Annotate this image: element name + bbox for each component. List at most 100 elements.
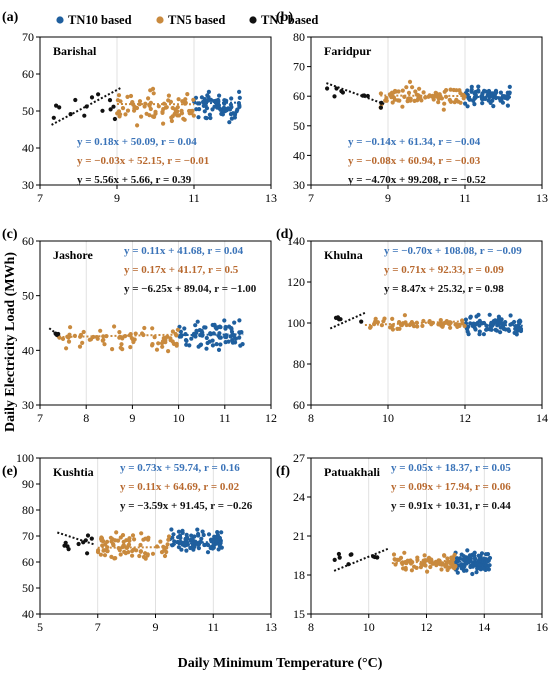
equation-tn1: y = 5.56x + 5.66, r = 0.39 (77, 174, 192, 186)
series-tn5 (364, 313, 467, 332)
city-title: Kushtia (53, 465, 94, 479)
data-point (463, 101, 468, 106)
data-point (176, 97, 181, 102)
data-point (161, 121, 166, 126)
data-point (118, 345, 123, 350)
data-point (408, 96, 413, 101)
data-point (237, 89, 242, 94)
legend-item-tn10: TN10 based (56, 13, 132, 27)
data-point (54, 103, 59, 108)
data-point (96, 548, 101, 553)
trend-line-tn1 (48, 327, 60, 336)
data-point (120, 106, 126, 111)
data-point (196, 546, 201, 551)
y-tick-label: 50 (22, 289, 34, 303)
equation-tn1: y = −4.70x + 99.208, r = −0.52 (348, 174, 486, 186)
data-point (415, 98, 420, 103)
data-point (125, 94, 130, 99)
data-point (237, 318, 242, 323)
data-point (143, 556, 148, 561)
data-point (208, 115, 213, 121)
trend-line-tn5 (380, 94, 466, 98)
data-point (445, 567, 450, 573)
legend-marker (56, 16, 64, 24)
data-point (98, 328, 103, 333)
data-point (458, 100, 463, 105)
data-point (384, 98, 389, 103)
data-point (148, 106, 153, 112)
data-point (498, 90, 503, 95)
data-point (441, 107, 446, 112)
data-point (111, 104, 116, 109)
data-point (160, 344, 165, 349)
data-point (518, 326, 524, 332)
data-point (325, 86, 330, 91)
y-tick-label: 90 (22, 477, 34, 491)
data-point (146, 96, 151, 101)
data-point (199, 536, 204, 541)
data-point (220, 112, 225, 117)
data-point (218, 342, 223, 347)
y-tick-label: 120 (287, 275, 305, 289)
data-point (117, 330, 122, 335)
data-point (202, 542, 207, 548)
city-title: Khulna (324, 248, 363, 262)
data-point (237, 335, 242, 340)
data-point (117, 114, 122, 119)
data-point (467, 97, 472, 102)
y-tick-label: 30 (293, 178, 305, 192)
data-point (465, 548, 470, 553)
data-point (468, 314, 473, 319)
data-point (213, 534, 218, 540)
equation-tn10: y = 0.05x + 18.37, r = 0.05 (391, 462, 511, 474)
data-point (487, 555, 493, 561)
x-tick-label: 11 (219, 411, 231, 425)
data-point (442, 553, 447, 558)
data-point (115, 98, 120, 103)
data-point (334, 86, 339, 91)
data-point (154, 347, 160, 352)
data-point (478, 566, 483, 571)
data-point (98, 552, 103, 557)
data-point (146, 535, 151, 540)
data-point (210, 322, 215, 328)
data-point (217, 335, 222, 340)
y-axis-title: Daily Electricity Load (MWh) (3, 252, 18, 432)
x-tick-label: 12 (265, 411, 277, 425)
data-point (188, 537, 193, 542)
data-point (206, 542, 211, 548)
data-point (468, 559, 473, 564)
data-point (402, 313, 407, 318)
data-point (406, 90, 412, 95)
equation-tn1: y = 0.91x + 10.31, r = 0.44 (391, 500, 511, 512)
data-point (480, 92, 485, 97)
trend-line-tn5 (97, 546, 170, 549)
data-point (138, 542, 143, 548)
x-tick-label: 14 (536, 411, 548, 425)
plot-frame (310, 36, 543, 186)
data-point (461, 554, 466, 559)
data-point (165, 542, 170, 547)
data-point (194, 107, 199, 112)
data-point (183, 97, 188, 102)
data-point (349, 552, 354, 557)
data-point (128, 93, 134, 99)
x-tick-label: 13 (265, 191, 277, 205)
data-point (166, 534, 172, 539)
data-point (153, 109, 158, 114)
data-point (118, 552, 123, 557)
data-point (89, 95, 95, 100)
data-point (420, 323, 425, 328)
data-point (229, 329, 235, 334)
data-point (463, 317, 468, 322)
data-point (449, 555, 454, 560)
data-point (129, 336, 134, 341)
data-point (131, 339, 136, 345)
data-point (399, 323, 404, 328)
data-point (447, 97, 452, 102)
data-point (442, 101, 447, 106)
y-tick-label: 60 (293, 89, 305, 103)
data-point (498, 98, 503, 103)
series-tn1 (332, 547, 390, 572)
data-point (118, 535, 123, 540)
